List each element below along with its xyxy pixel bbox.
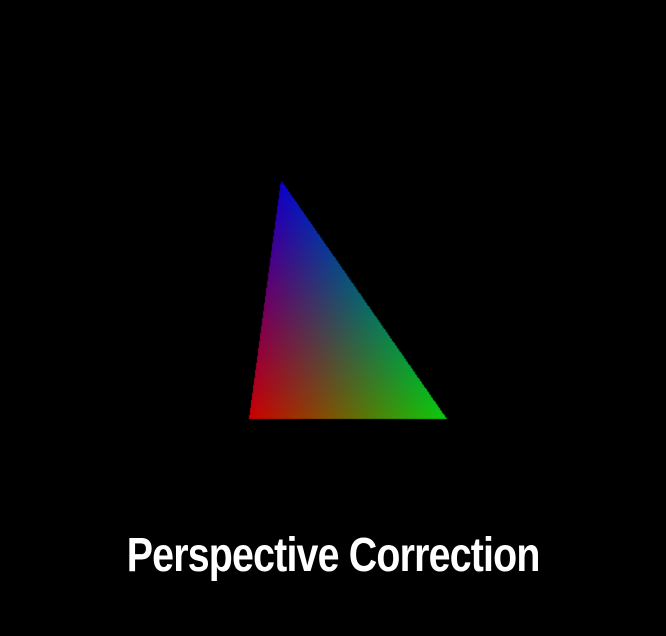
caption-title: Perspective Correction: [126, 529, 541, 582]
